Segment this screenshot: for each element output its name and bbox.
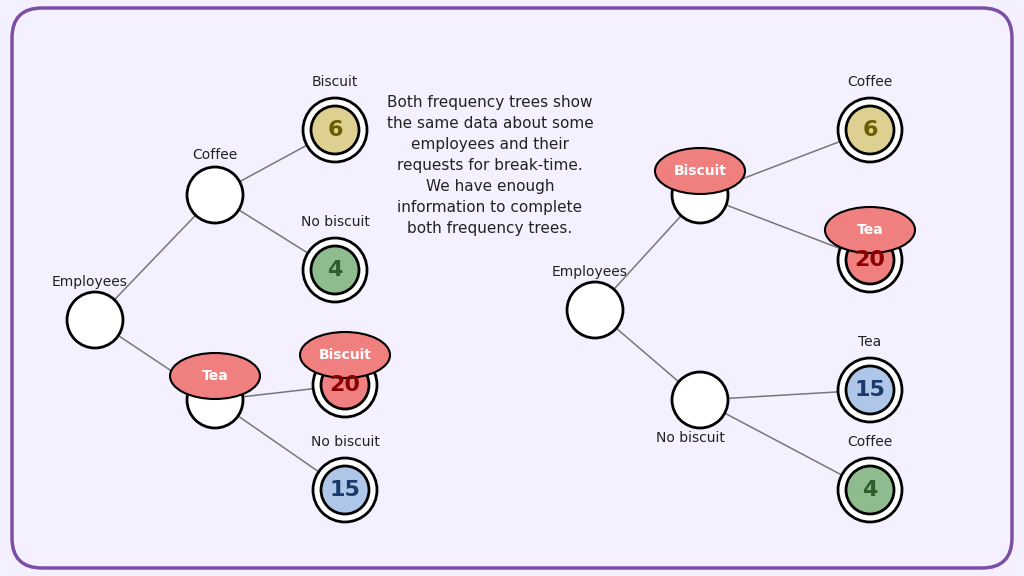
Text: Tea: Tea xyxy=(858,335,882,349)
Text: 4: 4 xyxy=(328,260,343,280)
Circle shape xyxy=(846,236,894,284)
Circle shape xyxy=(846,106,894,154)
Circle shape xyxy=(303,98,367,162)
Text: Both frequency trees show
the same data about some
employees and their
requests : Both frequency trees show the same data … xyxy=(387,95,593,236)
Text: 15: 15 xyxy=(330,480,360,500)
Circle shape xyxy=(672,167,728,223)
Text: Coffee: Coffee xyxy=(193,148,238,162)
Ellipse shape xyxy=(655,148,745,194)
Circle shape xyxy=(311,246,359,294)
Circle shape xyxy=(303,238,367,302)
Text: Biscuit: Biscuit xyxy=(312,75,358,89)
Text: Tea: Tea xyxy=(202,369,228,383)
Text: Coffee: Coffee xyxy=(848,75,893,89)
Circle shape xyxy=(67,292,123,348)
Ellipse shape xyxy=(170,353,260,399)
Text: 6: 6 xyxy=(862,120,878,140)
Circle shape xyxy=(838,98,902,162)
Circle shape xyxy=(313,458,377,522)
Text: No biscuit: No biscuit xyxy=(310,435,380,449)
Text: 6: 6 xyxy=(328,120,343,140)
Text: 20: 20 xyxy=(854,250,886,270)
Circle shape xyxy=(672,372,728,428)
Text: Employees: Employees xyxy=(552,265,628,279)
Circle shape xyxy=(846,466,894,514)
Ellipse shape xyxy=(300,332,390,378)
Circle shape xyxy=(313,353,377,417)
Circle shape xyxy=(567,282,623,338)
Circle shape xyxy=(846,366,894,414)
Text: Biscuit: Biscuit xyxy=(318,348,372,362)
Circle shape xyxy=(321,361,369,409)
Text: 20: 20 xyxy=(330,375,360,395)
Text: Coffee: Coffee xyxy=(848,435,893,449)
Ellipse shape xyxy=(825,207,915,253)
Circle shape xyxy=(838,458,902,522)
Circle shape xyxy=(321,466,369,514)
Text: 4: 4 xyxy=(862,480,878,500)
Text: Employees: Employees xyxy=(52,275,128,289)
Text: No biscuit: No biscuit xyxy=(655,431,724,445)
FancyBboxPatch shape xyxy=(12,8,1012,568)
Circle shape xyxy=(187,167,243,223)
Circle shape xyxy=(187,372,243,428)
Text: Biscuit: Biscuit xyxy=(674,164,726,178)
Text: No biscuit: No biscuit xyxy=(301,215,370,229)
Circle shape xyxy=(838,358,902,422)
Text: Tea: Tea xyxy=(857,223,884,237)
Circle shape xyxy=(311,106,359,154)
Text: 15: 15 xyxy=(855,380,886,400)
Circle shape xyxy=(838,228,902,292)
